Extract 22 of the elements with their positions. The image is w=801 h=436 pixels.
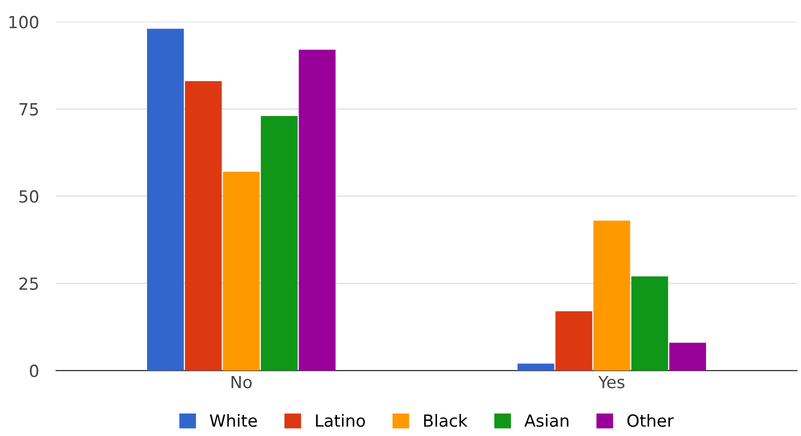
y-tick-label: 50: [19, 190, 38, 203]
bar: [669, 342, 706, 371]
y-tick-label: 75: [20, 103, 38, 116]
bar: [298, 50, 336, 371]
x-tick-label: No: [232, 376, 252, 388]
bar: [260, 116, 298, 371]
bar: [147, 28, 184, 371]
bar: [631, 276, 668, 371]
y-tick-label: 25: [19, 277, 38, 290]
x-tick-label: Yes: [598, 376, 624, 388]
legend-label: Black: [424, 414, 468, 427]
legend-label: White: [210, 414, 257, 427]
bar: [184, 81, 222, 371]
legend-label: Asian: [524, 414, 568, 427]
bar: [593, 220, 630, 371]
bar: [555, 311, 592, 371]
legend-label: Other: [627, 414, 674, 427]
y-tick-label: 100: [9, 16, 38, 28]
legend-label: Latino: [316, 414, 365, 427]
y-tick-label: 0: [30, 364, 38, 378]
bar: [517, 364, 554, 371]
bar: [222, 172, 260, 371]
